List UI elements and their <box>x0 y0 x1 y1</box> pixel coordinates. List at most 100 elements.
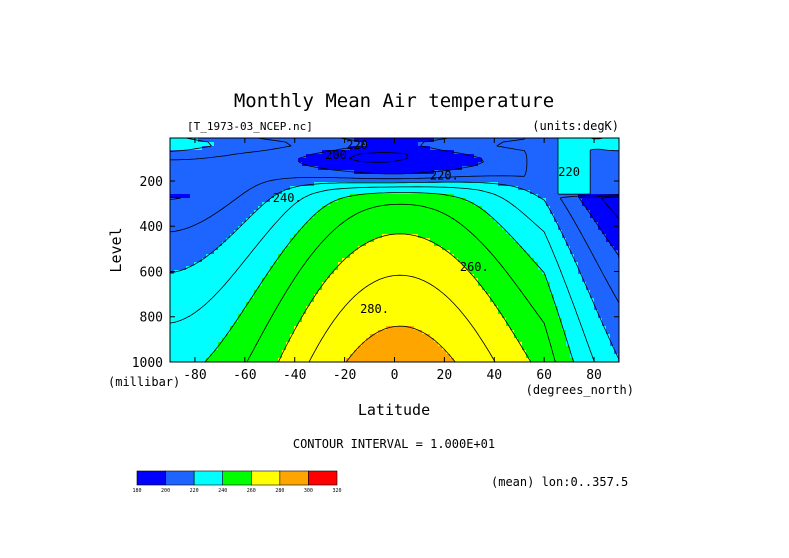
field-cell <box>514 342 519 347</box>
field-cell <box>422 306 427 311</box>
field-cell <box>342 294 347 299</box>
field-cell <box>462 262 467 267</box>
field-cell <box>246 322 251 327</box>
field-cell <box>198 274 203 279</box>
field-cell <box>282 178 287 183</box>
field-cell <box>482 234 487 239</box>
field-cell <box>334 190 339 195</box>
field-cell <box>290 166 295 171</box>
field-cell <box>214 214 219 219</box>
field-cell <box>254 286 259 291</box>
field-cell <box>374 326 379 331</box>
field-cell <box>362 154 367 159</box>
field-cell <box>358 146 363 151</box>
field-cell <box>330 182 335 187</box>
field-cell <box>498 270 503 275</box>
field-cell <box>246 178 251 183</box>
field-cell <box>310 254 315 259</box>
field-cell <box>486 278 491 283</box>
field-cell <box>294 174 299 179</box>
field-cell <box>394 326 399 331</box>
field-cell <box>370 230 375 235</box>
field-cell <box>398 290 403 295</box>
field-cell <box>194 254 199 259</box>
field-cell <box>418 182 423 187</box>
field-cell <box>398 230 403 235</box>
field-cell <box>410 170 415 175</box>
field-cell <box>306 258 311 263</box>
field-cell <box>458 294 463 299</box>
field-cell <box>494 262 499 267</box>
field-cell <box>522 270 527 275</box>
field-cell <box>194 150 199 155</box>
field-cell <box>278 170 283 175</box>
field-cell <box>174 330 179 335</box>
field-cell <box>230 330 235 335</box>
field-cell <box>494 222 499 227</box>
field-cell <box>418 162 423 167</box>
field-cell <box>378 178 383 183</box>
field-cell <box>374 262 379 267</box>
field-cell <box>418 298 423 303</box>
field-cell <box>470 242 475 247</box>
field-cell <box>234 354 239 359</box>
field-cell <box>290 206 295 211</box>
field-cell <box>190 198 195 203</box>
field-cell <box>490 322 495 327</box>
field-cell <box>186 298 191 303</box>
field-cell <box>202 154 207 159</box>
field-cell <box>218 346 223 351</box>
field-cell <box>426 270 431 275</box>
field-cell <box>514 210 519 215</box>
field-cell <box>346 314 351 319</box>
field-cell <box>438 290 443 295</box>
field-cell <box>418 346 423 351</box>
field-cell <box>498 206 503 211</box>
field-cell <box>422 182 427 187</box>
field-cell <box>442 318 447 323</box>
field-cell <box>518 154 523 159</box>
field-cell <box>330 318 335 323</box>
field-cell <box>414 198 419 203</box>
field-cell <box>446 178 451 183</box>
field-cell <box>490 338 495 343</box>
field-cell <box>486 206 491 211</box>
field-cell <box>474 334 479 339</box>
field-cell <box>454 310 459 315</box>
field-cell <box>254 218 259 223</box>
field-cell <box>482 354 487 359</box>
field-cell <box>474 138 479 143</box>
field-cell <box>506 278 511 283</box>
field-cell <box>434 230 439 235</box>
field-cell <box>522 286 527 291</box>
field-cell <box>234 174 239 179</box>
field-cell <box>334 202 339 207</box>
field-cell <box>242 294 247 299</box>
field-cell <box>462 334 467 339</box>
field-cell <box>418 246 423 251</box>
field-cell <box>498 214 503 219</box>
field-cell <box>442 290 447 295</box>
field-cell <box>186 198 191 203</box>
field-cell <box>422 166 427 171</box>
field-cell <box>234 178 239 183</box>
field-cell <box>218 326 223 331</box>
field-cell <box>198 222 203 227</box>
field-cell <box>334 282 339 287</box>
field-cell <box>406 262 411 267</box>
field-cell <box>334 254 339 259</box>
field-cell <box>370 178 375 183</box>
field-cell <box>314 302 319 307</box>
field-cell <box>386 286 391 291</box>
field-cell <box>430 214 435 219</box>
field-cell <box>398 234 403 239</box>
field-cell <box>426 150 431 155</box>
field-cell <box>210 174 215 179</box>
field-cell <box>178 138 183 143</box>
field-cell <box>398 178 403 183</box>
field-cell <box>178 218 183 223</box>
field-cell <box>286 202 291 207</box>
field-cell <box>318 350 323 355</box>
field-cell <box>298 338 303 343</box>
field-cell <box>374 218 379 223</box>
